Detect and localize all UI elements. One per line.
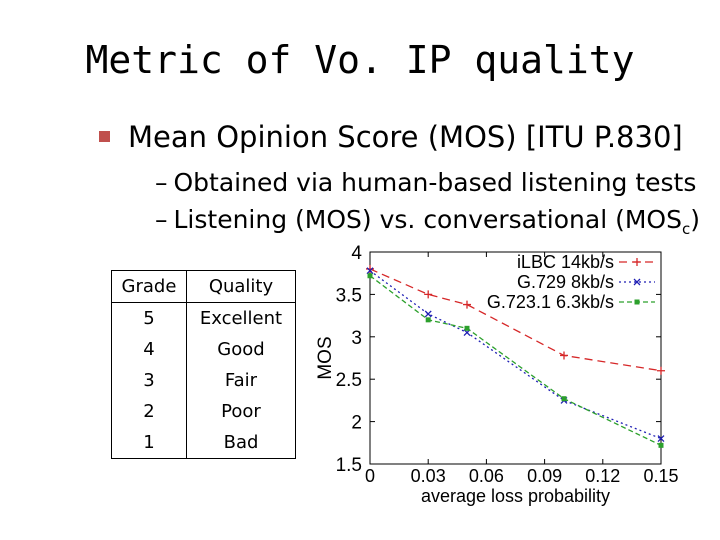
series-line-0 [369, 268, 662, 372]
subbullet-2-text: Listening (MOS) vs. conversational (MOS [173, 205, 682, 234]
x-tick-label: 0 [365, 466, 375, 486]
y-tick-label: 4 [351, 243, 362, 264]
quality-cell: Bad [223, 432, 259, 453]
table-header-row: Grade Quality [111, 270, 296, 303]
data-point [464, 325, 470, 331]
legend-label: iLBC 14kb/s [517, 252, 614, 272]
table-row: 2 Poor [111, 396, 296, 427]
grade-cell: 3 [111, 365, 187, 396]
grade-cell: 4 [111, 334, 187, 365]
bullet-square-icon [99, 131, 110, 142]
data-point [424, 290, 433, 299]
data-point [463, 300, 471, 309]
plot-frame [369, 251, 662, 465]
data-point [424, 310, 432, 318]
legend-label: G.729 8kb/s [517, 272, 614, 292]
data-point [425, 317, 431, 323]
data-point [657, 366, 665, 375]
y-tick-label: 1.5 [336, 455, 362, 476]
grade-cell: 5 [111, 302, 187, 334]
data-point [561, 396, 567, 402]
grade-table: Grade Quality 5 Excellent 4 Good 3 Fair … [111, 270, 296, 459]
y-tick-label: 3.5 [336, 285, 362, 306]
legend-marker [634, 299, 640, 305]
main-bullet: Mean Opinion Score (MOS) [ITU P.830] [128, 120, 683, 154]
dash-icon: – [155, 205, 168, 234]
header-quality: Quality [186, 270, 296, 303]
subscript-c: c [681, 220, 691, 238]
data-point [560, 351, 568, 360]
y-axis-label: MOS [315, 336, 336, 379]
y-tick-label: 2.5 [336, 370, 362, 391]
x-tick-label: 0.03 [411, 466, 446, 486]
subbullet-2: – Listening (MOS) vs. conversational (MOS… [155, 205, 700, 238]
x-tick-label: 0.06 [469, 466, 504, 486]
data-point [366, 267, 374, 275]
legend-marker [633, 258, 641, 266]
dash-icon: – [155, 168, 168, 197]
y-tick-label: 2 [351, 413, 362, 434]
data-point [657, 435, 665, 443]
grade-cell: 1 [111, 427, 187, 459]
legend-label: G.723.1 6.3kb/s [487, 292, 614, 312]
subbullet-1-text: Obtained via human-based listening tests [173, 168, 697, 197]
quality-cell: Fair [224, 370, 258, 391]
y-tick-label: 3 [351, 328, 362, 349]
slide-title: Metric of Vo. IP quality [85, 38, 635, 82]
x-tick-label: 0.12 [585, 466, 620, 486]
legend-marker [633, 278, 641, 286]
subbullet-1: – Obtained via human-based listening test… [155, 168, 696, 197]
table-row: 5 Excellent [111, 302, 296, 334]
mos-chart: 1.5 2 2.5 3 3.5 4 0 0.03 0.06 0.09 0.12 0.15 average… [315, 243, 679, 506]
data-point [367, 273, 373, 279]
data-point [658, 442, 664, 448]
table-row: 3 Fair [111, 365, 296, 396]
quality-cell: Poor [221, 401, 261, 422]
subbullet-2-suffix: ) [690, 205, 700, 234]
quality-cell: Excellent [199, 308, 283, 329]
header-grade: Grade [111, 270, 187, 303]
x-tick-label: 0.15 [643, 466, 678, 486]
quality-cell: Good [217, 339, 265, 360]
x-axis-label: average loss probability [421, 486, 610, 506]
table-row: 1 Bad [111, 427, 296, 459]
table-row: 4 Good [111, 334, 296, 365]
x-tick-label: 0.09 [527, 466, 562, 486]
grade-cell: 2 [111, 396, 187, 427]
data-point [366, 264, 374, 273]
